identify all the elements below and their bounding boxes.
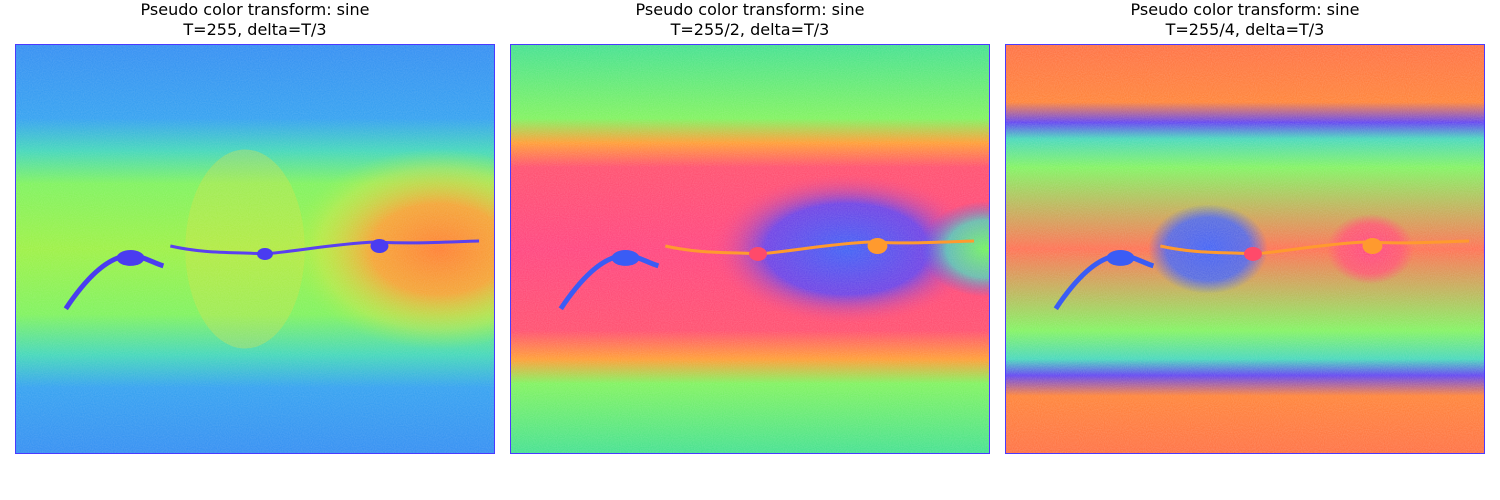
panel-t255-4: Pseudo color transform: sine T=255/4, de… xyxy=(1005,0,1485,460)
pseudo-color-image xyxy=(1005,44,1485,454)
pseudo-color-image xyxy=(15,44,495,454)
panel-t255-2: Pseudo color transform: sine T=255/2, de… xyxy=(510,0,990,460)
panel-title: Pseudo color transform: sine T=255/2, de… xyxy=(510,0,990,40)
title-line-1: Pseudo color transform: sine xyxy=(140,0,370,19)
title-line-1: Pseudo color transform: sine xyxy=(1130,0,1360,19)
title-line-1: Pseudo color transform: sine xyxy=(635,0,865,19)
panel-t255: Pseudo color transform: sine T=255, delt… xyxy=(15,0,495,460)
panel-title: Pseudo color transform: sine T=255/4, de… xyxy=(1005,0,1485,40)
title-line-2: T=255/2, delta=T/3 xyxy=(670,20,830,39)
title-line-2: T=255, delta=T/3 xyxy=(183,20,327,39)
pseudo-color-image xyxy=(510,44,990,454)
title-line-2: T=255/4, delta=T/3 xyxy=(1165,20,1325,39)
panel-title: Pseudo color transform: sine T=255, delt… xyxy=(15,0,495,40)
